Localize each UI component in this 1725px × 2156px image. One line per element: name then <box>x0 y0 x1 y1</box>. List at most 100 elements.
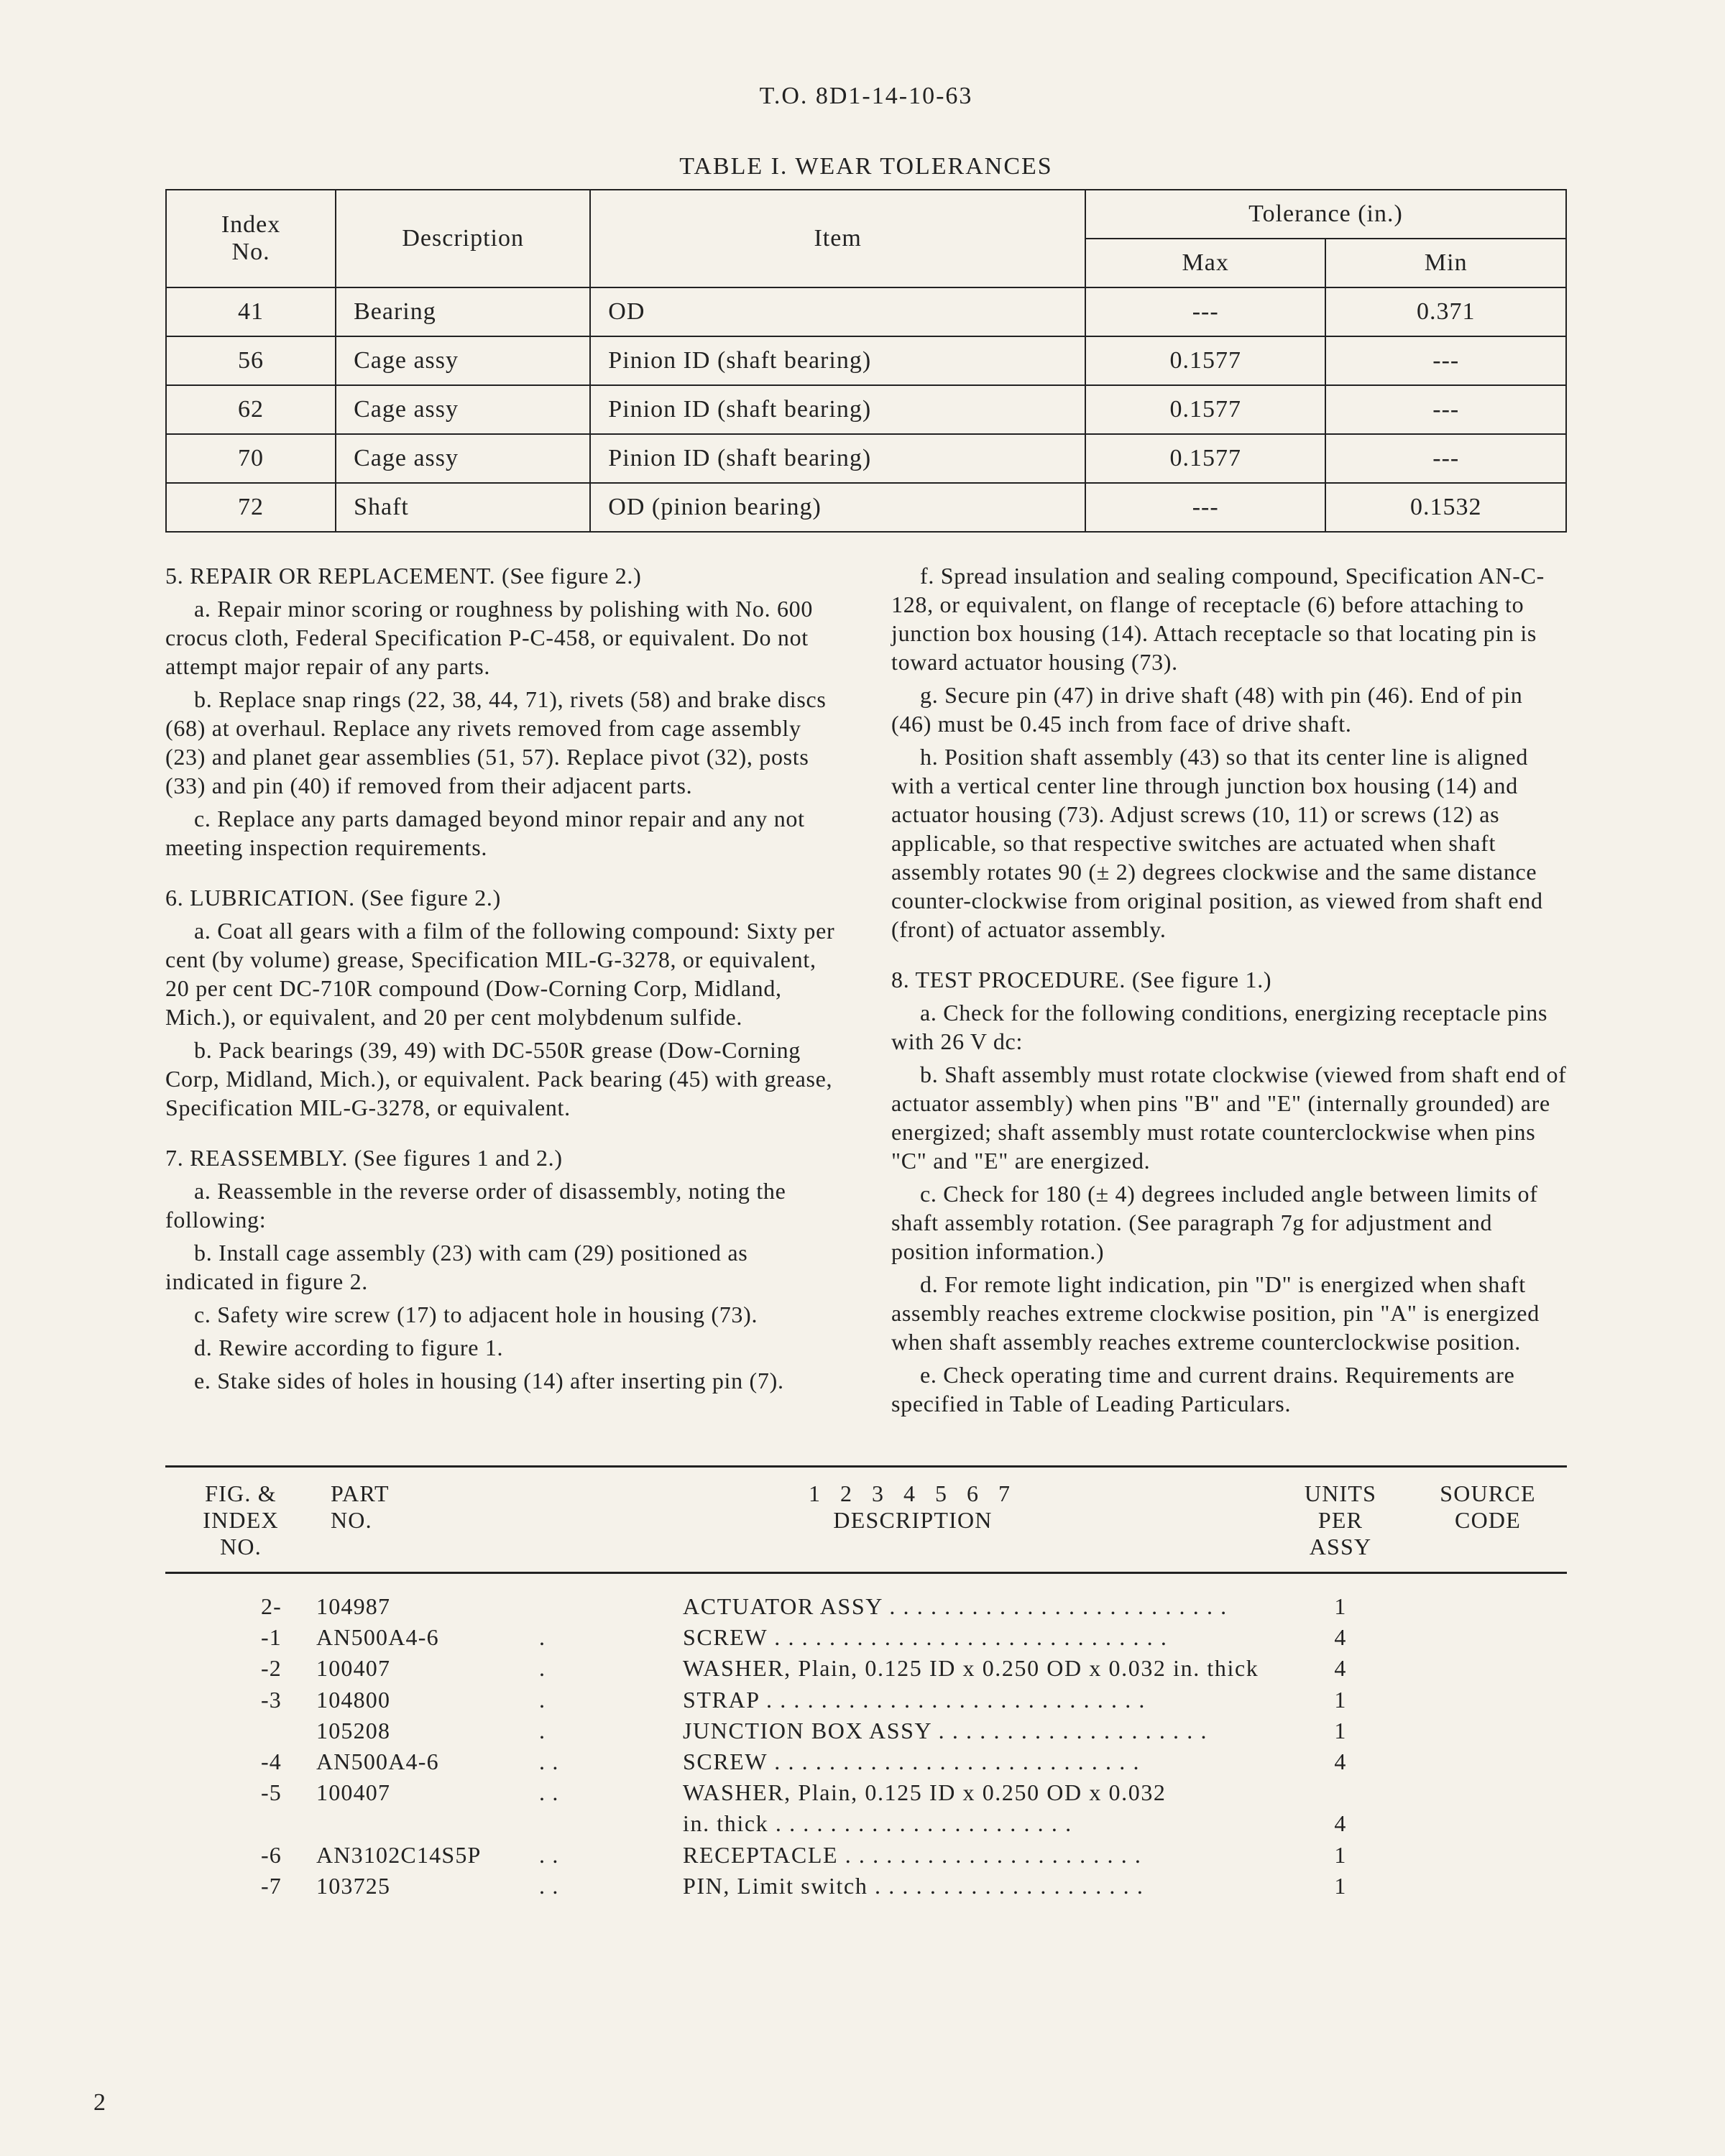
para-7b: b. Install cage assembly (23) with cam (… <box>165 1238 841 1296</box>
cell-item: Pinion ID (shaft bearing) <box>590 336 1085 385</box>
para-7d: d. Rewire according to figure 1. <box>165 1333 841 1362</box>
cell-min: --- <box>1325 336 1566 385</box>
table-title: TABLE I. WEAR TOLERANCES <box>165 153 1567 180</box>
pc-desc: SCREW . . . . . . . . . . . . . . . . . … <box>683 1746 1272 1777</box>
document-header: T.O. 8D1-14-10-63 <box>165 83 1567 110</box>
table-row: 41BearingOD---0.371 <box>166 287 1566 336</box>
para-8a: a. Check for the following conditions, e… <box>891 998 1567 1056</box>
cell-item: Pinion ID (shaft bearing) <box>590 385 1085 434</box>
pc-indent: . . <box>539 1746 683 1777</box>
pc-part: 100407 <box>316 1653 539 1684</box>
pc-part: AN500A4-6 <box>316 1622 539 1653</box>
pc-indent: . <box>539 1685 683 1715</box>
cell-max: 0.1577 <box>1085 385 1326 434</box>
pc-desc: SCREW . . . . . . . . . . . . . . . . . … <box>683 1622 1272 1653</box>
parts-row: -5100407. .WASHER, Plain, 0.125 ID x 0.2… <box>165 1777 1567 1808</box>
para-8d: d. For remote light indication, pin "D" … <box>891 1270 1567 1356</box>
th-item: Item <box>590 190 1085 287</box>
pc-indent: . . <box>539 1777 683 1808</box>
page-number: 2 <box>93 2089 106 2116</box>
cell-item: OD (pinion bearing) <box>590 483 1085 532</box>
pc-figidx <box>165 1808 316 1839</box>
cell-index: 56 <box>166 336 336 385</box>
wear-tolerance-table: IndexNo. Description Item Tolerance (in.… <box>165 189 1567 533</box>
pc-figidx <box>165 1715 316 1746</box>
pc-src <box>1409 1840 1567 1871</box>
pc-units: 4 <box>1272 1808 1409 1839</box>
ph-units: UNITSPERASSY <box>1272 1480 1409 1560</box>
table-row: 62Cage assyPinion ID (shaft bearing)0.15… <box>166 385 1566 434</box>
cell-min: --- <box>1325 434 1566 483</box>
pc-src <box>1409 1715 1567 1746</box>
th-description: Description <box>336 190 590 287</box>
th-min: Min <box>1325 239 1566 287</box>
cell-index: 70 <box>166 434 336 483</box>
pc-units: 1 <box>1272 1591 1409 1622</box>
para-6a: a. Coat all gears with a film of the fol… <box>165 916 841 1031</box>
pc-figidx: 2- <box>165 1591 316 1622</box>
pc-units: 1 <box>1272 1685 1409 1715</box>
indent-guide: 1 2 3 4 5 6 7 <box>809 1480 1017 1506</box>
parts-row: -6AN3102C14S5P. .RECEPTACLE . . . . . . … <box>165 1840 1567 1871</box>
pc-part: 105208 <box>316 1715 539 1746</box>
para-6b: b. Pack bearings (39, 49) with DC-550R g… <box>165 1036 841 1122</box>
th-tolerance: Tolerance (in.) <box>1085 190 1566 239</box>
pc-src <box>1409 1871 1567 1902</box>
para-8c: c. Check for 180 (± 4) degrees included … <box>891 1179 1567 1266</box>
cell-desc: Cage assy <box>336 336 590 385</box>
pc-indent <box>539 1591 683 1622</box>
pc-figidx: -3 <box>165 1685 316 1715</box>
cell-item: Pinion ID (shaft bearing) <box>590 434 1085 483</box>
pc-indent: . . <box>539 1840 683 1871</box>
table-row: 56Cage assyPinion ID (shaft bearing)0.15… <box>166 336 1566 385</box>
cell-index: 41 <box>166 287 336 336</box>
cell-max: 0.1577 <box>1085 434 1326 483</box>
pc-desc: JUNCTION BOX ASSY . . . . . . . . . . . … <box>683 1715 1272 1746</box>
th-index: IndexNo. <box>166 190 336 287</box>
pc-src <box>1409 1685 1567 1715</box>
section-5-head: 5. REPAIR OR REPLACEMENT. (See figure 2.… <box>165 561 841 590</box>
para-7a: a. Reassemble in the reverse order of di… <box>165 1176 841 1234</box>
pc-part <box>316 1808 539 1839</box>
right-column: f. Spread insulation and sealing compoun… <box>891 561 1567 1422</box>
ph-part: PARTNO. <box>316 1480 553 1560</box>
cell-desc: Cage assy <box>336 385 590 434</box>
para-7h: h. Position shaft assembly (43) so that … <box>891 742 1567 944</box>
pc-desc: in. thick . . . . . . . . . . . . . . . … <box>683 1808 1272 1839</box>
pc-units: 4 <box>1272 1622 1409 1653</box>
para-5b: b. Replace snap rings (22, 38, 44, 71), … <box>165 685 841 800</box>
cell-desc: Shaft <box>336 483 590 532</box>
para-7g: g. Secure pin (47) in drive shaft (48) w… <box>891 681 1567 738</box>
pc-desc: WASHER, Plain, 0.125 ID x 0.250 OD x 0.0… <box>683 1653 1272 1684</box>
pc-part: 104987 <box>316 1591 539 1622</box>
pc-part: 100407 <box>316 1777 539 1808</box>
pc-src <box>1409 1777 1567 1808</box>
pc-indent: . <box>539 1653 683 1684</box>
cell-item: OD <box>590 287 1085 336</box>
pc-part: 103725 <box>316 1871 539 1902</box>
cell-index: 72 <box>166 483 336 532</box>
pc-figidx: -6 <box>165 1840 316 1871</box>
section-8-head: 8. TEST PROCEDURE. (See figure 1.) <box>891 965 1567 994</box>
parts-row: 2-104987ACTUATOR ASSY . . . . . . . . . … <box>165 1591 1567 1622</box>
para-7c: c. Safety wire screw (17) to adjacent ho… <box>165 1300 841 1329</box>
parts-row: -4AN500A4-6. .SCREW . . . . . . . . . . … <box>165 1746 1567 1777</box>
pc-part: 104800 <box>316 1685 539 1715</box>
parts-row: -3104800.STRAP . . . . . . . . . . . . .… <box>165 1685 1567 1715</box>
pc-desc: RECEPTACLE . . . . . . . . . . . . . . .… <box>683 1840 1272 1871</box>
ph-src: SOURCECODE <box>1409 1480 1567 1560</box>
cell-min: 0.371 <box>1325 287 1566 336</box>
pc-figidx: -4 <box>165 1746 316 1777</box>
cell-max: --- <box>1085 287 1326 336</box>
cell-max: --- <box>1085 483 1326 532</box>
pc-units: 1 <box>1272 1840 1409 1871</box>
pc-desc: WASHER, Plain, 0.125 ID x 0.250 OD x 0.0… <box>683 1777 1272 1808</box>
cell-min: 0.1532 <box>1325 483 1566 532</box>
pc-src <box>1409 1653 1567 1684</box>
parts-row: -2100407.WASHER, Plain, 0.125 ID x 0.250… <box>165 1653 1567 1684</box>
para-7f: f. Spread insulation and sealing compoun… <box>891 561 1567 676</box>
ph-desc: 1 2 3 4 5 6 7 DESCRIPTION <box>553 1480 1272 1560</box>
pc-src <box>1409 1622 1567 1653</box>
table-row: 70Cage assyPinion ID (shaft bearing)0.15… <box>166 434 1566 483</box>
pc-part: AN500A4-6 <box>316 1746 539 1777</box>
